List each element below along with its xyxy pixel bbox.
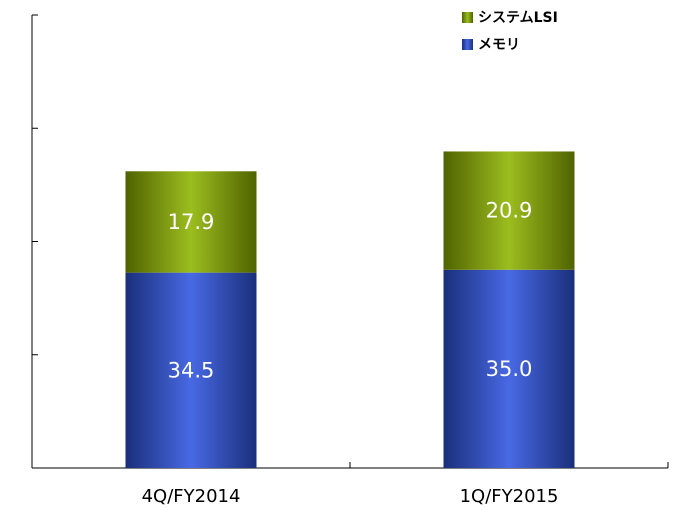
legend-swatch — [462, 12, 473, 23]
legend-label: システムLSI — [478, 10, 558, 26]
data-label: 20.9 — [486, 199, 533, 223]
data-label: 17.9 — [168, 210, 215, 234]
x-tick-label: 4Q/FY2014 — [142, 486, 241, 507]
bar-segment — [125, 171, 257, 273]
bar-segment — [443, 269, 575, 468]
legend-label: メモリ — [478, 37, 520, 53]
bar-segment — [125, 272, 257, 468]
data-label: 34.5 — [168, 358, 215, 382]
x-tick-label: 1Q/FY2015 — [460, 486, 559, 507]
data-label: 35.0 — [486, 357, 533, 381]
bar-segment — [443, 151, 575, 270]
legend-swatch — [462, 39, 473, 50]
